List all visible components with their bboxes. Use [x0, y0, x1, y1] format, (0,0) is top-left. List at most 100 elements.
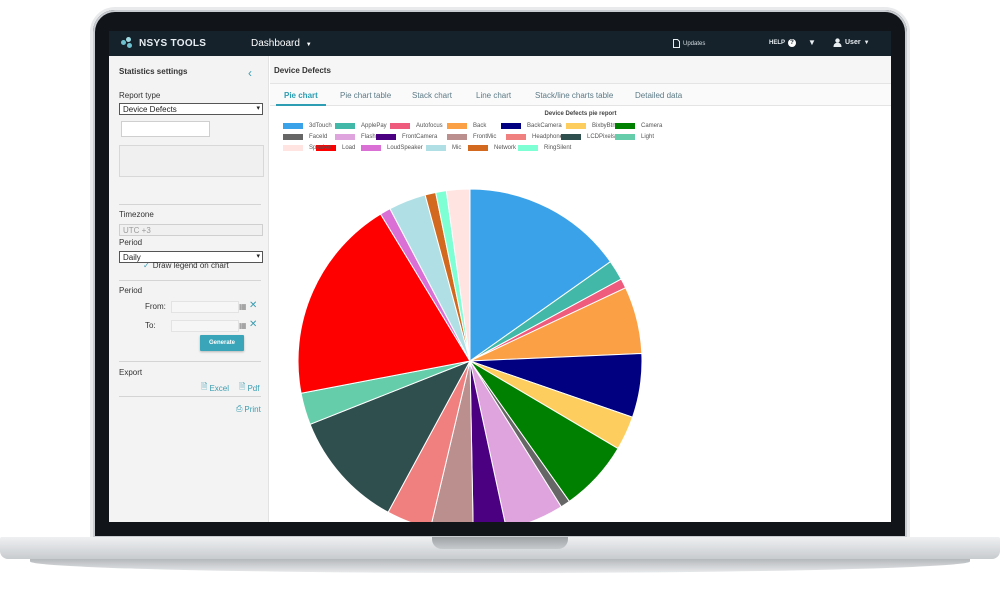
legend-swatch	[468, 145, 488, 151]
question-icon: ?	[788, 39, 797, 47]
pie-slice-speaker[interactable]	[445, 188, 471, 362]
legend-item[interactable]: 3dTouch	[283, 123, 332, 129]
page-title: Device Defects	[274, 66, 331, 75]
file-icon: 🗎	[201, 382, 208, 391]
legend-label: RingSilent	[544, 145, 572, 151]
legend-item[interactable]: FrontCamera	[376, 134, 437, 140]
legend-item[interactable]: Flash	[335, 134, 376, 140]
caret-down-icon[interactable]: ▼	[808, 38, 816, 47]
print-link[interactable]: ⎙ Print	[236, 404, 261, 414]
updates-link[interactable]: Updates	[673, 39, 705, 48]
calendar-icon[interactable]: ▦	[239, 302, 247, 311]
screen: NSYS TOOLS Dashboard ▼ Updates HELP ? ▼ …	[109, 31, 891, 522]
chart-area: Device Defects pie report 3dTouch ApplePa…	[270, 106, 891, 522]
legend-label: Back	[473, 123, 487, 129]
pie-slice-frontmic[interactable]	[430, 360, 474, 522]
legend-item[interactable]: ApplePay	[335, 123, 387, 129]
legend-label: Autofocus	[416, 123, 443, 129]
legend-item[interactable]: LoudSpeaker	[361, 145, 423, 151]
legend-label: LoudSpeaker	[387, 145, 423, 151]
notes-textarea[interactable]	[119, 145, 264, 177]
legend-label: Flash	[361, 134, 376, 140]
legend-swatch	[376, 134, 396, 140]
report-type-select[interactable]: Device Defects ▾	[119, 103, 263, 115]
legend-label: Light	[641, 134, 655, 140]
legend-item[interactable]: Camera	[615, 123, 662, 129]
user-menu[interactable]: User ▼	[833, 38, 870, 47]
pie-slice-frontcamera[interactable]	[469, 360, 506, 522]
tab-stack-chart[interactable]: Stack chart	[412, 91, 453, 100]
generate-button[interactable]: Generate	[200, 335, 244, 351]
tab-stack-line-charts-table[interactable]: Stack/line charts table	[535, 91, 614, 100]
brand-logo[interactable]: NSYS TOOLS	[121, 37, 206, 49]
legend-swatch	[335, 134, 355, 140]
check-icon: ✓	[143, 261, 150, 270]
legend-item[interactable]: BackCamera	[501, 123, 562, 129]
legend-label: ApplePay	[361, 123, 387, 129]
tab-pie-chart[interactable]: Pie chart	[284, 91, 318, 100]
to-date-input[interactable]	[171, 320, 239, 332]
export-excel-link[interactable]: 🗎 Excel	[201, 381, 229, 395]
pie-slice-3dtouch[interactable]	[469, 188, 612, 362]
from-date-input[interactable]	[171, 301, 239, 313]
chevron-down-icon: ▾	[256, 105, 260, 112]
divider	[119, 204, 261, 205]
user-icon	[833, 38, 842, 47]
legend-swatch	[283, 134, 303, 140]
legend-label: FrontMic	[473, 134, 497, 140]
caret-down-icon: ▼	[863, 39, 870, 46]
laptop-notch	[432, 537, 568, 549]
close-icon[interactable]: ✕	[249, 319, 258, 330]
chevron-left-icon[interactable]: ‹	[248, 66, 252, 80]
legend-item[interactable]: Light	[615, 134, 654, 140]
tab-pie-chart-table[interactable]: Pie chart table	[340, 91, 392, 100]
pie-slice-load[interactable]	[297, 213, 471, 394]
tab-detailed-data[interactable]: Detailed data	[635, 91, 683, 100]
legend-item[interactable]: LCDPixels	[561, 134, 615, 140]
pie-slice-flash[interactable]	[469, 360, 562, 522]
sidebar-title: Statistics settings	[119, 67, 188, 76]
search-input[interactable]	[121, 121, 210, 137]
help-link[interactable]: HELP ?	[769, 39, 797, 47]
legend-item[interactable]: Load	[316, 145, 355, 151]
legend-item[interactable]: Speaker	[283, 145, 331, 151]
pie-slice-lcdpixels[interactable]	[309, 360, 472, 513]
dashboard-menu[interactable]: Dashboard ▼	[251, 38, 312, 49]
chart-title: Device Defects pie report	[544, 111, 617, 117]
legend-item[interactable]: Autofocus	[390, 123, 443, 129]
legend-swatch	[561, 134, 581, 140]
logo-dots-icon	[121, 37, 135, 49]
legend-item[interactable]: Mic	[426, 145, 461, 151]
legend-swatch	[283, 123, 303, 129]
period-select[interactable]: Daily ▾	[119, 251, 263, 263]
divider	[119, 280, 261, 281]
chevron-down-icon: ▾	[256, 253, 260, 260]
active-tab-indicator	[276, 104, 326, 106]
sidebar: Statistics settings ‹ Report type Device…	[109, 56, 269, 522]
legend-item[interactable]: FaceId	[283, 134, 327, 140]
legend-item[interactable]: Network	[468, 145, 516, 151]
export-pdf-link[interactable]: 🗎 Pdf	[239, 381, 259, 395]
legend-item[interactable]: BixbyBtn	[566, 123, 616, 129]
close-icon[interactable]: ✕	[249, 300, 258, 311]
legend-swatch	[447, 123, 467, 129]
legend-item[interactable]: Headphones	[506, 134, 566, 140]
legend-label: FaceId	[309, 134, 328, 140]
calendar-icon[interactable]: ▦	[239, 321, 247, 330]
print-label: Print	[244, 404, 261, 414]
legend-label: Load	[342, 145, 356, 151]
tab-line-chart[interactable]: Line chart	[476, 91, 512, 100]
legend-swatch	[447, 134, 467, 140]
to-label: To:	[145, 321, 156, 330]
updates-label: Updates	[683, 40, 706, 47]
brand-name: NSYS TOOLS	[139, 37, 207, 49]
main-header: Device Defects	[270, 56, 891, 84]
legend-swatch	[566, 123, 586, 129]
legend-swatch	[361, 145, 381, 151]
legend-item[interactable]: Back	[447, 123, 486, 129]
legend-item[interactable]: FrontMic	[447, 134, 496, 140]
legend-swatch	[518, 145, 538, 151]
legend-checkbox[interactable]: ✓ Draw legend on chart	[143, 261, 229, 270]
legend-swatch	[506, 134, 526, 140]
legend-item[interactable]: RingSilent	[518, 145, 571, 151]
